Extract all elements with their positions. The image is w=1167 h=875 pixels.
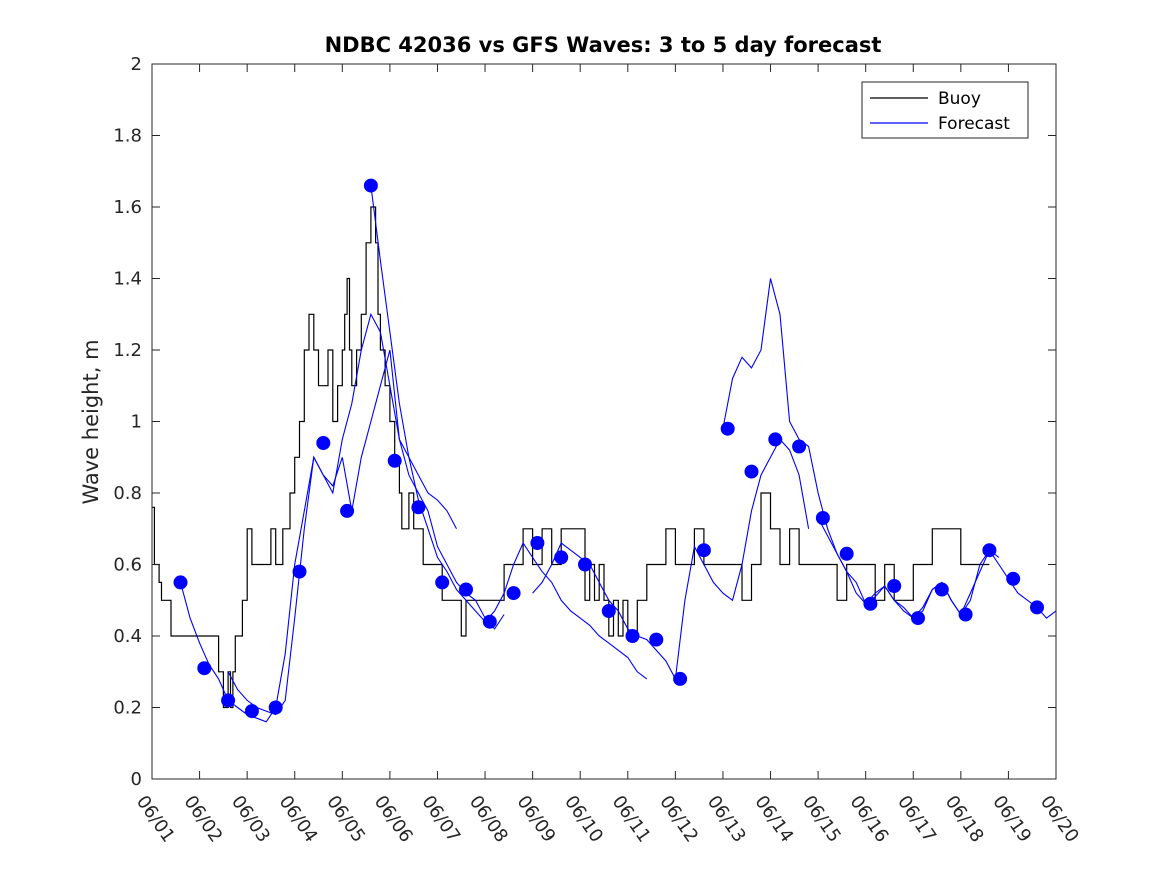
forecast-marker [411, 500, 426, 515]
forecast-marker [911, 611, 925, 626]
y-tick-label: 0.8 [113, 483, 142, 504]
forecast-marker [982, 543, 997, 558]
forecast-marker [601, 604, 616, 618]
forecast-marker [958, 607, 973, 622]
y-tick-label: 0.6 [113, 555, 142, 576]
forecast-marker [363, 178, 378, 193]
legend-box [861, 81, 1029, 139]
forecast-marker [649, 632, 664, 647]
y-tick-label: 0 [131, 769, 142, 790]
forecast-marker [839, 546, 854, 561]
forecast-marker [934, 582, 949, 597]
forecast-series-line-4 [532, 438, 810, 681]
forecast-marker [173, 575, 188, 590]
forecast-marker [887, 579, 902, 593]
forecast-marker [863, 596, 878, 611]
forecast-marker [554, 550, 569, 565]
forecast-marker [221, 693, 236, 708]
forecast-marker [268, 700, 283, 715]
legend-label-forecast: Forecast [938, 114, 1010, 134]
forecast-marker [768, 432, 783, 447]
forecast-marker [625, 629, 640, 643]
forecast-series-line-3 [370, 185, 648, 680]
forecast-marker [696, 543, 711, 558]
plot-clip-group [152, 178, 1056, 723]
y-tick-label: 1 [131, 412, 142, 433]
chart-title: NDBC 42036 vs GFS Waves: 3 to 5 day fore… [325, 33, 882, 57]
forecast-marker [815, 511, 830, 525]
forecast-marker [340, 503, 355, 518]
y-tick-label: 2 [131, 54, 142, 75]
forecast-marker [530, 536, 545, 550]
forecast-marker [1006, 571, 1021, 586]
forecast-marker [578, 557, 592, 572]
y-tick-label: 0.4 [113, 626, 142, 647]
y-tick-label: 0.2 [113, 698, 142, 719]
forecast-marker [744, 464, 759, 479]
buoy-series-line [152, 206, 990, 709]
legend: Buoy Forecast [861, 81, 1029, 139]
forecast-marker [792, 439, 807, 454]
y-tick-label: 1.6 [113, 197, 142, 218]
forecast-marker [292, 564, 307, 579]
forecast-marker [435, 575, 450, 590]
y-axis-label: Wave height, m [79, 339, 103, 504]
forecast-marker [720, 421, 735, 436]
forecast-marker [387, 453, 402, 468]
forecast-marker [244, 704, 259, 719]
y-tick-label: 1.8 [113, 126, 142, 147]
plot-area [152, 178, 1056, 723]
y-tick-label: 1.4 [113, 269, 142, 290]
y-tick-label: 1.2 [113, 340, 142, 361]
forecast-marker [316, 436, 331, 450]
forecast-marker [673, 671, 688, 686]
legend-label-buoy: Buoy [938, 89, 981, 109]
forecast-marker [1030, 600, 1044, 615]
forecast-marker [197, 661, 212, 676]
forecast-marker [506, 586, 521, 601]
forecast-marker [482, 614, 497, 629]
forecast-marker [459, 582, 473, 597]
